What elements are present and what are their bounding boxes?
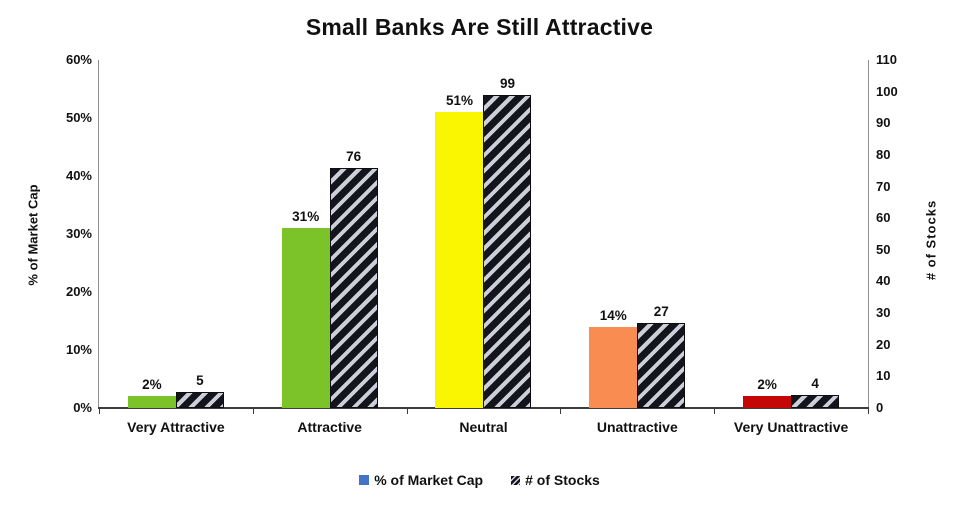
market-cap-bar-2 [435, 112, 484, 408]
chart-title: Small Banks Are Still Attractive [305, 14, 654, 40]
bottom-axis-tick [99, 409, 100, 414]
bar-group: 2% 5 [99, 60, 253, 408]
bar-data-label: 27 [653, 303, 669, 319]
bottom-axis-tick [868, 409, 869, 414]
bar-data-label: 4 [811, 376, 819, 392]
left-axis-line [98, 60, 99, 408]
bar-slot: 51% [435, 60, 484, 408]
right-axis-tick: 80 [876, 146, 891, 162]
category-label: Very Unattractive [733, 419, 849, 435]
right-axis-tick: 40 [876, 273, 891, 289]
right-axis-tick: 30 [876, 305, 891, 321]
left-axis-tick: 60% [65, 52, 92, 67]
right-axis-tick: 50 [876, 241, 891, 257]
left-axis-tick: 10% [65, 342, 92, 357]
right-axis-title: # of Stocks [923, 199, 939, 281]
bar-data-label: 2% [142, 377, 162, 393]
right-axis-tick: 0 [876, 400, 884, 415]
left-axis-tick: 20% [65, 284, 92, 299]
bar-group: 2% 4 [714, 60, 868, 408]
legend-item: # of Stocks [511, 472, 600, 488]
left-axis-tick: 40% [65, 168, 92, 183]
left-axis-tick: 0% [73, 400, 92, 415]
category-label: Neutral [459, 419, 508, 435]
bar-slot: 14% [589, 60, 638, 408]
bar-data-label: 51% [445, 93, 473, 109]
bar-data-label: 5 [196, 373, 204, 389]
bottom-axis-tick [560, 409, 562, 414]
left-axis-tick: 30% [65, 226, 92, 241]
bar-group: 51% 99 [407, 60, 561, 408]
bar-slot: 27 [637, 60, 686, 408]
legend-label: # of Stocks [525, 472, 600, 488]
bar-slot: 99 [483, 60, 532, 408]
category-label: Very Attractive [127, 419, 225, 435]
bar-group: 31% 76 [253, 60, 407, 408]
stocks-bar-2 [483, 94, 532, 408]
bar-data-label: 99 [499, 75, 515, 91]
bar-slot: 2% [743, 60, 792, 408]
bottom-axis-line [98, 407, 869, 409]
bottom-axis-tick [714, 409, 716, 414]
hatched-square-icon [511, 475, 521, 485]
bar-data-label: 2% [757, 377, 777, 393]
market-cap-bar-0 [127, 396, 176, 408]
category-label: Attractive [297, 419, 362, 435]
blue-square-icon [359, 475, 370, 485]
bar-data-label: 31% [292, 209, 320, 225]
market-cap-bar-3 [589, 326, 638, 408]
stocks-bar-3 [637, 322, 686, 408]
left-axis-tick: 50% [65, 110, 92, 125]
category-label: Unattractive [596, 419, 678, 435]
left-axis-title: % of Market Cap [25, 184, 41, 286]
market-cap-bar-4 [743, 396, 792, 408]
right-axis-tick: 100 [876, 83, 898, 99]
stocks-bar-1 [329, 167, 378, 408]
bar-slot: 5 [175, 60, 224, 408]
bar-slot: 31% [281, 60, 330, 408]
right-axis-tick: 20 [876, 336, 891, 352]
right-axis-tick: 60 [876, 210, 891, 226]
right-axis-tick: 110 [876, 52, 897, 67]
right-axis-tick: 70 [876, 178, 891, 194]
right-axis-tick: 10 [876, 368, 891, 384]
bar-data-label: 14% [599, 307, 627, 323]
stocks-bar-0 [175, 392, 224, 408]
right-axis-line [868, 60, 869, 408]
bottom-axis-tick [406, 409, 408, 414]
bar-data-label: 76 [346, 148, 362, 164]
bar-slot: 2% [127, 60, 176, 408]
stocks-bar-4 [791, 395, 840, 408]
bar-slot: 76 [329, 60, 378, 408]
legend-item: % of Market Cap [359, 472, 483, 488]
right-axis-tick: 90 [876, 115, 891, 131]
bar-group: 14% 27 [560, 60, 714, 408]
legend-label: % of Market Cap [374, 472, 484, 488]
legend: % of Market Cap # of Stocks [0, 468, 959, 492]
market-cap-bar-1 [281, 228, 330, 408]
bottom-axis-tick [252, 409, 254, 414]
bar-slot: 4 [791, 60, 840, 408]
